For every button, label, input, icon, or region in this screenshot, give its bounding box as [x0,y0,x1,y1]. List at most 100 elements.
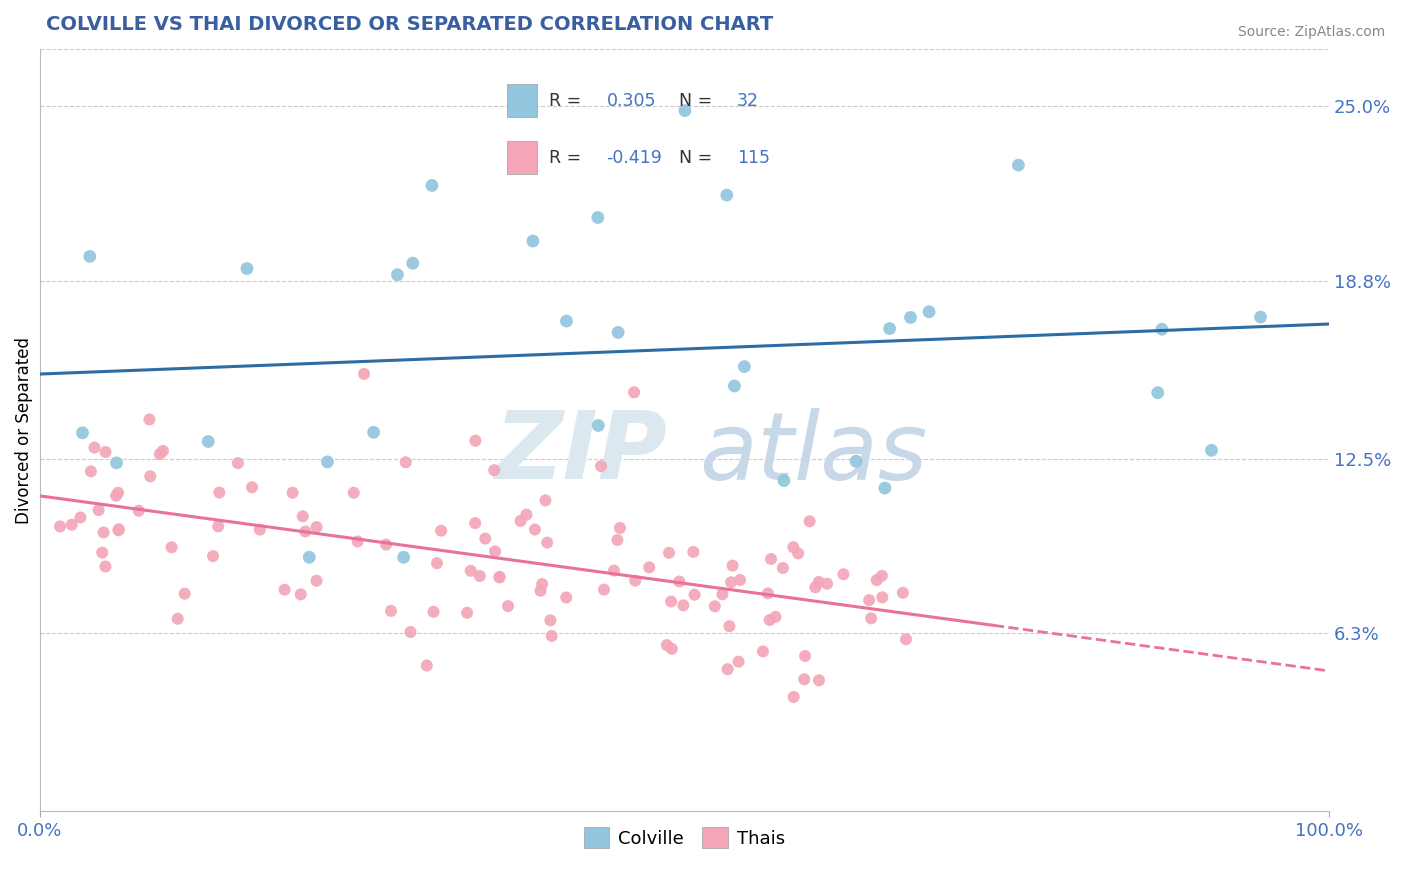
Point [752,644,775,658]
Point [139,469,162,483]
Point [60,517,83,532]
Point [1201,443,1223,458]
Point [94,445,117,459]
Point [589,459,612,474]
Point [515,508,537,522]
Point [733,359,755,374]
Point [782,540,804,554]
Point [456,606,478,620]
Point [281,485,304,500]
Point [160,541,183,555]
Point [756,586,779,600]
Point [1250,310,1272,324]
Point [609,521,631,535]
Point [298,550,321,565]
Point [711,587,734,601]
Point [794,648,817,663]
Point [80,464,103,478]
Point [387,268,409,282]
Point [108,522,131,536]
Point [773,474,796,488]
Point [894,632,917,647]
Point [683,588,706,602]
Point [638,560,661,574]
Point [523,523,546,537]
Point [290,587,312,601]
Point [659,594,682,608]
Point [534,493,557,508]
Point [79,249,101,263]
Text: Source: ZipAtlas.com: Source: ZipAtlas.com [1237,25,1385,39]
Point [128,504,150,518]
Point [655,638,678,652]
Point [422,605,444,619]
Point [72,425,94,440]
Point [420,178,443,193]
Point [380,604,402,618]
Point [488,570,510,584]
Point [149,447,172,461]
Point [305,520,328,534]
Point [305,574,328,588]
Point [392,550,415,565]
Point [107,485,129,500]
Point [464,516,486,530]
Point [91,545,114,559]
Text: atlas: atlas [699,408,928,499]
Point [468,569,491,583]
Point [202,549,225,563]
Point [832,567,855,582]
Point [661,641,683,656]
Point [69,510,91,524]
Point [866,573,889,587]
Point [207,519,229,533]
Point [94,559,117,574]
Point [430,524,453,538]
Point [531,577,554,591]
Point [426,556,449,570]
Point [623,385,645,400]
Point [536,535,558,549]
Point [879,321,901,335]
Point [782,690,804,704]
Point [672,599,695,613]
Point [416,658,439,673]
Point [717,662,740,676]
Point [624,574,647,588]
Point [509,514,531,528]
Point [723,379,745,393]
Point [346,534,368,549]
Point [529,583,551,598]
Point [474,532,496,546]
Point [208,485,231,500]
Point [860,611,883,625]
Point [716,188,738,202]
Point [593,582,616,597]
Point [873,481,896,495]
Point [607,326,630,340]
Point [586,211,609,225]
Point [720,575,742,590]
Point [872,591,894,605]
Point [758,613,780,627]
Point [105,489,128,503]
Point [658,546,681,560]
Point [240,480,263,494]
Point [804,580,827,594]
Point [918,304,941,318]
Legend: Colville, Thais: Colville, Thais [576,820,792,855]
Point [588,418,610,433]
Point [815,576,838,591]
Point [488,570,510,584]
Point [540,629,562,643]
Point [668,574,690,589]
Point [807,673,830,688]
Point [606,533,628,547]
Point [294,524,316,539]
Point [249,523,271,537]
Point [1146,385,1168,400]
Point [673,103,696,118]
Point [464,434,486,448]
Point [107,523,129,537]
Point [402,256,425,270]
